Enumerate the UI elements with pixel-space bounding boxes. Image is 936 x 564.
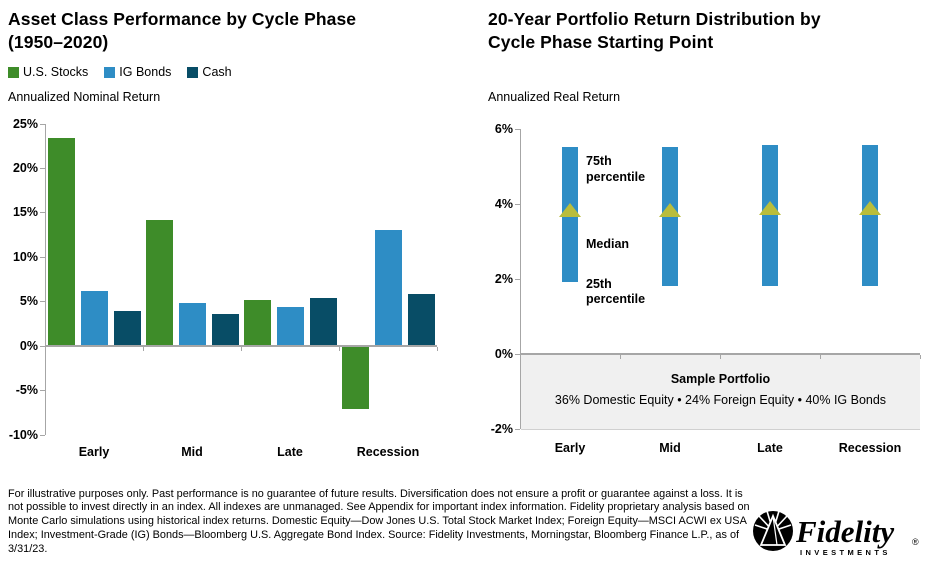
y-tick-label-2: 2%: [494, 271, 513, 286]
annotation-75th: 75th percentile: [586, 154, 646, 184]
x-category-label-recession: Recession: [356, 444, 420, 459]
bar-ig-bonds-recession: [374, 230, 402, 346]
right-y-axis-label: Annualized Real Return: [488, 89, 621, 104]
disclaimer-text: For illustrative purposes only. Past per…: [8, 487, 750, 555]
median-marker-recession: [859, 200, 881, 215]
x-tick-mark-2: [241, 346, 242, 351]
legend-label-u-s-stocks: U.S. Stocks: [23, 65, 89, 79]
y-tick-mark-15: [40, 212, 45, 214]
right-chart-panel: 20-Year Portfolio Return Distribution by…: [488, 8, 932, 468]
x-tick-mark-4: [437, 346, 438, 351]
bar-u-s-stocks-mid: [145, 220, 173, 346]
y-tick-mark--10: [40, 434, 45, 436]
y-tick-label-0: 0%: [19, 338, 38, 353]
left-chart-title: Asset Class Performance by Cycle Phase (…: [8, 9, 357, 52]
bar-ig-bonds-late: [276, 306, 304, 346]
y-axis-line: [520, 128, 521, 429]
x-category-label-late: Late: [757, 440, 783, 455]
median-marker-mid: [659, 202, 681, 217]
sample-portfolio-detail: 36% Domestic Equity • 24% Foreign Equity…: [554, 392, 887, 407]
legend-swatch-u-s-stocks: [8, 66, 19, 78]
range-bar-late: [762, 145, 778, 286]
y-tick-label-15: 15%: [12, 205, 38, 220]
legend-label-cash: Cash: [202, 65, 232, 79]
left-chart-plot: 25% 20% 15% 10% 5% 0% -5% -10% Early Mid Late Reces…: [8, 116, 460, 468]
x-category-label-early: Early: [78, 444, 110, 459]
fidelity-sub-wordmark: INVESTMENTS: [800, 548, 891, 557]
y-tick-label-6: 6%: [494, 121, 513, 136]
y-tick-mark-0: [40, 345, 45, 347]
x-category-label-mid: Mid: [659, 440, 681, 455]
registered-mark: ®: [912, 537, 919, 547]
bar-ig-bonds-early: [80, 291, 108, 346]
y-tick-label-5: 5%: [19, 294, 38, 309]
y-tick-mark-25: [40, 123, 45, 125]
y-tick-label-20: 20%: [12, 160, 38, 175]
y-tick-mark--5: [40, 390, 45, 392]
bar-cash-early: [113, 310, 141, 346]
bar-cash-mid: [211, 313, 239, 346]
range-bar-recession: [862, 145, 878, 286]
x-category-label-recession: Recession: [838, 440, 902, 455]
annotation-median: Median: [586, 236, 630, 251]
sample-portfolio-box: Sample Portfolio 36% Domestic Equity • 24…: [521, 354, 920, 430]
bar-ig-bonds-mid: [178, 302, 206, 346]
footer: For illustrative purposes only. Past per…: [0, 468, 936, 563]
y-tick-mark-20: [40, 167, 45, 169]
y-tick-mark-4: [515, 203, 520, 205]
y-tick-mark-2: [515, 278, 520, 280]
y-tick-label--2: -2%: [490, 421, 513, 436]
range-bar-mid: [662, 147, 678, 286]
bar-u-s-stocks-recession: [341, 345, 369, 409]
legend-item-u-s-stocks: U.S. Stocks: [8, 65, 88, 79]
bar-u-s-stocks-early: [47, 137, 75, 346]
left-chart-panel: Asset Class Performance by Cycle Phase (…: [8, 8, 488, 468]
legend-label-ig-bonds: IG Bonds: [119, 65, 172, 79]
x-tick-mark-2: [720, 354, 721, 359]
legend-swatch-cash: [187, 66, 199, 78]
median-marker-late: [759, 200, 781, 215]
bar-u-s-stocks-late: [243, 300, 271, 346]
left-chart-legend: U.S. Stocks IG Bonds Cash: [8, 65, 488, 79]
y-tick-label-0: 0%: [494, 346, 513, 361]
y-tick-label-4: 4%: [494, 196, 513, 211]
fidelity-pyramid-icon: [753, 510, 793, 551]
x-tick-mark-1: [620, 354, 621, 359]
fidelity-wordmark: Fidelity: [795, 514, 894, 549]
y-tick-label-10: 10%: [12, 249, 38, 264]
x-category-label-late: Late: [277, 444, 303, 459]
fidelity-logo-svg: Fidelity ® INVESTMENTS: [753, 510, 919, 557]
right-chart-plot: 6% 4% 2% 0% -2% Sample Portfolio 36% Domestic …: [488, 121, 924, 468]
legend-item-cash: Cash: [187, 65, 232, 79]
legend-item-ig-bonds: IG Bonds: [104, 65, 171, 79]
y-tick-mark--2: [515, 428, 520, 430]
annotation-25th: 25th percentile: [586, 276, 646, 307]
y-tick-mark-6: [515, 128, 520, 130]
y-tick-label-25: 25%: [12, 116, 38, 131]
y-tick-mark-0: [515, 353, 520, 355]
x-axis-baseline: [45, 344, 437, 347]
y-tick-label--5: -5%: [15, 383, 38, 398]
bar-cash-recession: [407, 294, 435, 346]
left-y-axis-label: Annualized Nominal Return: [8, 89, 161, 104]
y-tick-mark-5: [40, 301, 45, 303]
x-tick-mark-3: [339, 346, 340, 351]
y-tick-mark-10: [40, 256, 45, 258]
right-chart-title: 20-Year Portfolio Return Distribution by…: [488, 9, 821, 52]
charts-row: Asset Class Performance by Cycle Phase (…: [8, 8, 932, 468]
x-tick-mark-1: [143, 346, 144, 351]
legend-swatch-ig-bonds: [104, 66, 116, 78]
bar-cash-late: [309, 297, 337, 346]
y-tick-label--10: -10%: [8, 427, 38, 442]
x-category-label-early: Early: [554, 440, 586, 455]
sample-portfolio-title: Sample Portfolio: [670, 371, 771, 386]
zero-line: [520, 352, 920, 355]
y-axis-line: [45, 123, 46, 435]
x-category-label-mid: Mid: [181, 444, 203, 459]
x-tick-mark-4: [920, 354, 921, 359]
fidelity-logo: Fidelity ® INVESTMENTS: [752, 504, 928, 563]
x-tick-mark-3: [820, 354, 821, 359]
median-marker-early: [559, 202, 581, 217]
